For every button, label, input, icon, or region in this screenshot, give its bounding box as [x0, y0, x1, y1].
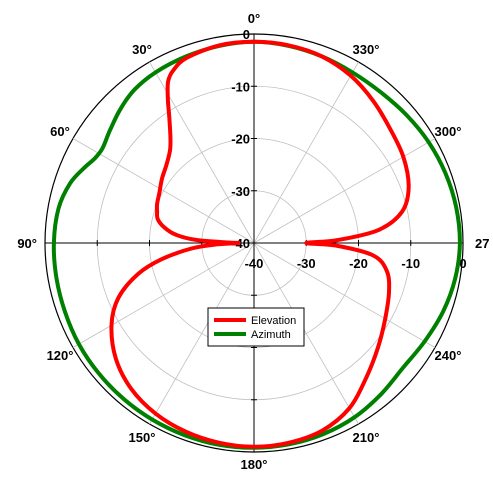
radial-tick-label: 0	[243, 27, 250, 42]
legend-box	[207, 307, 305, 347]
angle-label: 0°	[248, 11, 260, 26]
radial-tick-label: -40	[231, 236, 250, 251]
legend: Elevation Azimuth	[207, 307, 305, 347]
radial-tick-label: -20	[231, 132, 250, 147]
radial-tick-label: -40	[245, 256, 264, 271]
grid-spoke	[149, 242, 255, 425]
angle-labels: 0° 30° 60° 90° 120° 150° 180° 210° 240° 27 300° 330…	[17, 11, 489, 472]
grid-spoke	[72, 242, 255, 348]
series-line-elevation	[109, 39, 411, 449]
angle-label: 240°	[435, 348, 462, 363]
series-line-azimuth	[51, 39, 462, 450]
angle-label: 210°	[353, 430, 380, 445]
grid-spoke	[72, 138, 255, 244]
angle-label: 30°	[132, 42, 152, 57]
angle-label: 150°	[129, 430, 156, 445]
angle-label: 300°	[435, 124, 462, 139]
angle-label: 180°	[241, 457, 268, 472]
radial-tick-labels: 0 -10 -20 -30 -40 -40 -30 -20 -10 0	[231, 27, 466, 271]
angle-label: 120°	[47, 348, 74, 363]
radial-tick-label: -10	[401, 256, 420, 271]
series-layer	[51, 39, 462, 450]
grid-spoke	[253, 242, 359, 425]
radial-tick-label: -10	[231, 79, 250, 94]
radial-tick-label: -20	[349, 256, 368, 271]
angle-label: 60°	[50, 124, 70, 139]
radial-tick-label: -30	[231, 184, 250, 199]
radial-tick-label: 0	[459, 256, 466, 271]
grid-spoke	[253, 61, 359, 244]
radial-tick-label: -30	[297, 256, 316, 271]
grid-spoke	[253, 242, 436, 348]
angle-label: 90°	[17, 236, 37, 251]
legend-label: Azimuth	[251, 329, 291, 341]
angle-label: 330°	[353, 42, 380, 57]
angle-label: 27	[475, 236, 489, 251]
legend-label: Elevation	[251, 315, 296, 327]
polar-grid	[44, 33, 464, 453]
